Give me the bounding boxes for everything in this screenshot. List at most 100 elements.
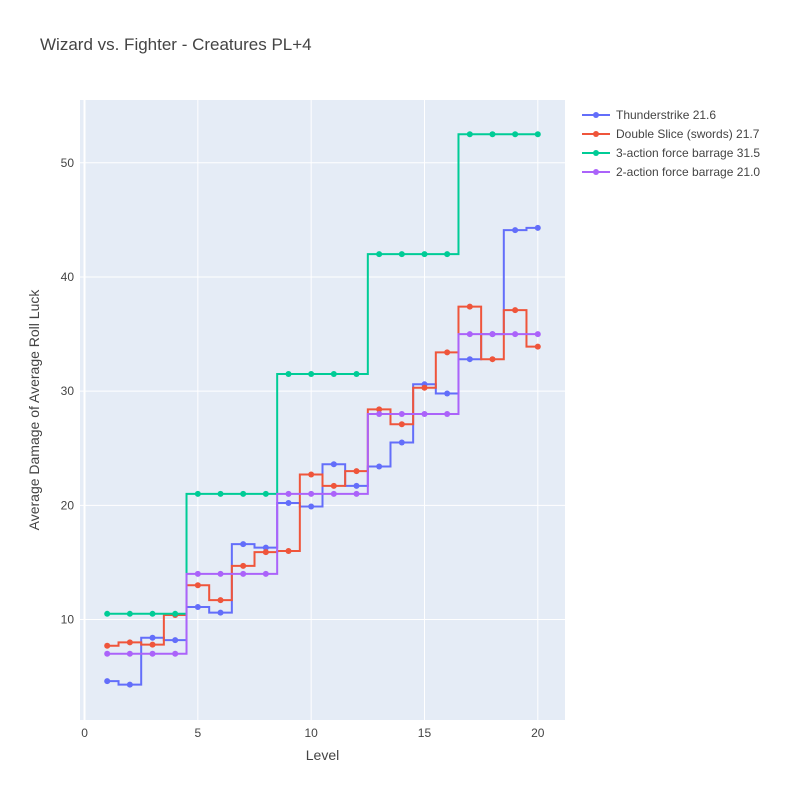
data-point (512, 131, 519, 138)
data-point (217, 490, 224, 497)
y-tick-label: 50 (61, 156, 75, 170)
data-point (104, 678, 111, 685)
data-point (262, 549, 269, 556)
data-point (308, 371, 315, 378)
data-point (353, 371, 360, 378)
data-point (353, 490, 360, 497)
data-point (285, 548, 292, 555)
data-point (421, 251, 428, 258)
data-point (398, 439, 405, 446)
y-axis-title: Average Damage of Average Roll Luck (26, 289, 42, 531)
data-point (330, 371, 337, 378)
series-4 (104, 331, 541, 657)
legend-item[interactable]: 2-action force barrage 21.0 (582, 165, 760, 179)
y-tick-label: 40 (61, 270, 75, 284)
legend-marker-swatch (593, 131, 599, 137)
data-point (126, 639, 133, 646)
data-point (149, 634, 156, 641)
data-point (149, 610, 156, 617)
data-point (240, 541, 247, 548)
data-point (353, 482, 360, 489)
data-point (489, 356, 496, 363)
data-point (466, 356, 473, 363)
data-point (126, 681, 133, 688)
data-point (308, 503, 315, 510)
data-point (398, 421, 405, 428)
data-point (376, 406, 383, 413)
legend-item[interactable]: Thunderstrike 21.6 (582, 108, 716, 122)
data-point (285, 490, 292, 497)
data-point (444, 251, 451, 258)
x-axis-title: Level (306, 747, 339, 763)
legend-marker-swatch (593, 150, 599, 156)
data-point (217, 570, 224, 577)
data-point (444, 349, 451, 356)
data-point (489, 131, 496, 138)
data-point (444, 410, 451, 417)
data-point (534, 331, 541, 338)
data-point (534, 224, 541, 231)
data-point (398, 410, 405, 417)
data-point (172, 650, 179, 657)
data-point (149, 641, 156, 648)
legend-item[interactable]: 3-action force barrage 31.5 (582, 146, 760, 160)
plot-background (80, 100, 565, 720)
x-tick-label: 15 (418, 726, 432, 740)
data-point (172, 610, 179, 617)
x-tick-label: 10 (304, 726, 318, 740)
data-point (262, 490, 269, 497)
data-point (466, 331, 473, 338)
legend-label: Thunderstrike 21.6 (616, 108, 716, 122)
legend-label: 3-action force barrage 31.5 (616, 146, 760, 160)
data-point (421, 384, 428, 391)
data-point (172, 637, 179, 644)
data-point (194, 603, 201, 610)
data-point (240, 562, 247, 569)
x-tick-label: 20 (531, 726, 545, 740)
data-point (194, 570, 201, 577)
series-layer (104, 131, 541, 688)
data-point (217, 597, 224, 604)
data-point (466, 303, 473, 310)
data-point (421, 410, 428, 417)
x-tick-label: 5 (195, 726, 202, 740)
data-point (149, 650, 156, 657)
legend-marker-swatch (593, 112, 599, 118)
data-point (444, 390, 451, 397)
series-line (107, 333, 538, 655)
x-axis: 0 5 10 15 20 (81, 726, 545, 740)
data-point (104, 610, 111, 617)
data-point (489, 331, 496, 338)
data-point (376, 251, 383, 258)
data-point (330, 461, 337, 468)
data-point (330, 482, 337, 489)
data-point (262, 544, 269, 551)
data-point (512, 307, 519, 314)
data-point (353, 468, 360, 475)
y-axis: 10 20 30 40 50 (61, 156, 75, 627)
data-point (240, 570, 247, 577)
legend-label: 2-action force barrage 21.0 (616, 165, 760, 179)
y-tick-label: 20 (61, 498, 75, 512)
data-point (104, 642, 111, 649)
data-point (308, 471, 315, 478)
legend-item[interactable]: Double Slice (swords) 21.7 (582, 127, 760, 141)
grid (80, 100, 565, 720)
data-point (466, 131, 473, 138)
data-point (308, 490, 315, 497)
data-point (376, 410, 383, 417)
data-point (534, 343, 541, 350)
y-tick-label: 10 (61, 613, 75, 627)
x-tick-label: 0 (81, 726, 88, 740)
data-point (512, 227, 519, 234)
data-point (398, 251, 405, 258)
data-point (126, 650, 133, 657)
data-point (217, 609, 224, 616)
data-point (534, 131, 541, 138)
data-point (512, 331, 519, 338)
legend: Thunderstrike 21.6 Double Slice (swords) … (582, 108, 760, 179)
legend-marker-swatch (593, 169, 599, 175)
data-point (285, 371, 292, 378)
data-point (262, 570, 269, 577)
data-point (330, 490, 337, 497)
